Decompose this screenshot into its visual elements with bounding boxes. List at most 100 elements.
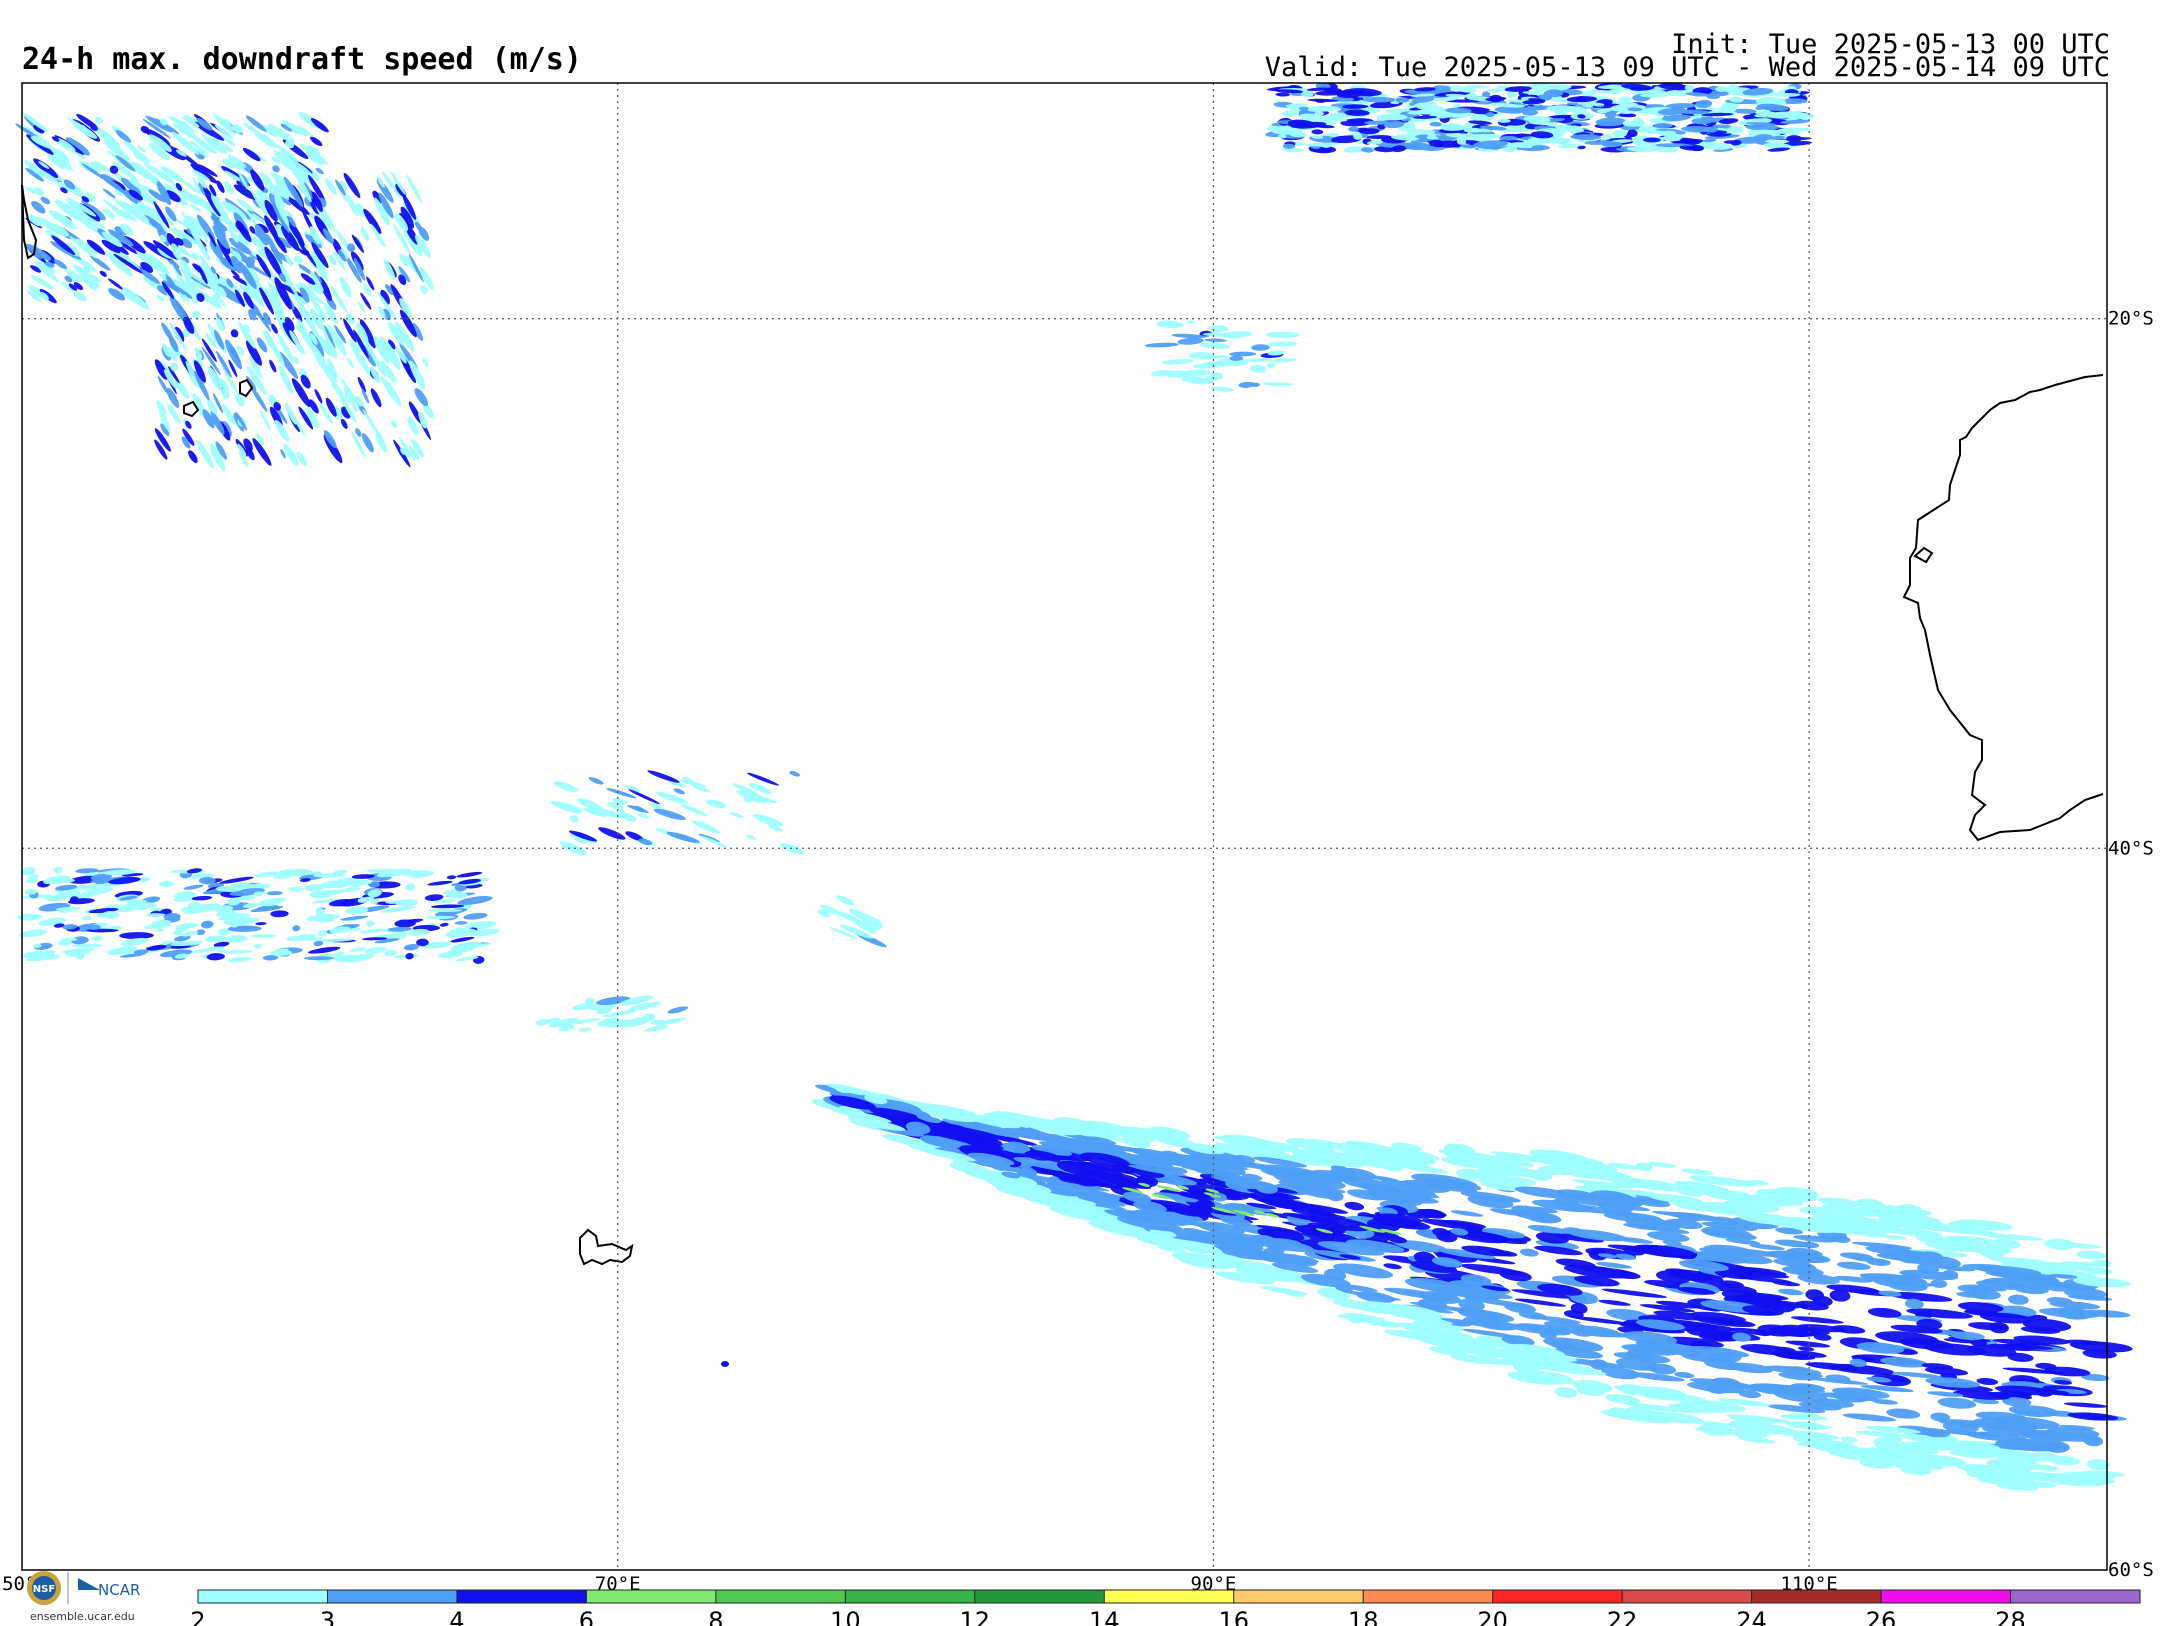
southern-band-cell — [1451, 1307, 1504, 1318]
southern-band-cell — [1651, 1211, 1715, 1220]
madagascar-cluster-cell — [260, 172, 273, 194]
northern-cluster-cell — [1577, 145, 1586, 150]
southern-band-cell — [1443, 1220, 1487, 1229]
madagascar-cluster-cell — [305, 234, 322, 249]
west-midlat-cell — [266, 891, 283, 896]
southern-band-cell — [1721, 1289, 1766, 1302]
madagascar-cluster-cell — [328, 254, 337, 266]
southern-band-cell — [1884, 1433, 1902, 1445]
madagascar-cluster-cell — [275, 178, 284, 192]
northern-cluster-cell — [1287, 122, 1301, 127]
northern-cluster-cell — [1342, 104, 1369, 109]
northern-cluster-cell — [1745, 122, 1777, 126]
southern-band-cell — [1742, 1305, 1784, 1316]
madagascar-cluster-cell — [272, 165, 280, 173]
southern-band-cell — [2040, 1281, 2076, 1292]
southern-band-cell — [1518, 1311, 1547, 1320]
madagascar-cluster-cell — [191, 252, 199, 261]
southern-band-cell — [2067, 1412, 2119, 1421]
southern-band-cell — [1097, 1193, 1120, 1202]
southern-band-cell — [1538, 1165, 1561, 1176]
southern-band-cell — [1887, 1280, 1928, 1292]
west-midlat-cell — [136, 906, 149, 911]
southern-band-cell — [1088, 1220, 1139, 1234]
graticule — [22, 83, 2107, 1570]
southern-band-cell — [1967, 1344, 2017, 1357]
northern-cluster-cell — [1562, 125, 1583, 133]
madagascar-cluster-cell — [53, 259, 68, 270]
southern-band-cell — [1957, 1284, 1992, 1294]
colorbar-tick-label: 10 — [830, 1607, 861, 1626]
southern-band-cell — [1511, 1289, 1572, 1299]
scattered-streak — [628, 789, 661, 805]
scattered-streak — [548, 1018, 579, 1028]
southern-band-cell — [1687, 1381, 1746, 1394]
southern-band-cell — [2072, 1277, 2131, 1288]
west-midlat-cell — [384, 949, 397, 957]
southern-band-cell — [1467, 1195, 1514, 1209]
southern-band-cell — [1892, 1371, 1943, 1379]
scattered-streak — [682, 776, 694, 785]
west-midlat-cell — [401, 870, 435, 877]
madagascar-cluster-cell — [38, 261, 54, 274]
northern-cluster-cell — [1488, 88, 1505, 93]
madagascar-cluster-cell — [154, 359, 168, 380]
colorbar-swatch — [456, 1590, 587, 1603]
madagascar-cluster-cell — [228, 158, 246, 172]
scattered-streak — [836, 895, 855, 906]
southern-band-cell — [1181, 1154, 1205, 1164]
southern-band-cell — [2044, 1366, 2091, 1377]
northern-cluster-cell — [1612, 129, 1628, 138]
southern-band-cell — [1504, 1302, 1537, 1314]
southern-band-cell — [1344, 1201, 1365, 1211]
west-midlat-cell — [108, 876, 141, 885]
southern-band-cell — [1501, 1335, 1535, 1346]
scattered-streak — [839, 924, 874, 939]
madagascar-cluster-cell — [268, 269, 275, 278]
southern-band-cell — [921, 1116, 941, 1124]
west-midlat-cell — [395, 899, 419, 907]
southern-band-cell — [2007, 1352, 2034, 1362]
northern-cluster-cell — [1601, 141, 1623, 148]
madagascar-cluster-cell — [207, 366, 223, 392]
west-midlat-cell — [88, 907, 119, 914]
madagascar-cluster-cell — [310, 342, 328, 373]
madagascar-cluster-cell — [235, 221, 244, 231]
madagascar-cluster-cell — [168, 347, 178, 362]
madagascar-cluster-cell — [90, 255, 111, 271]
northern-cluster-cell — [1619, 112, 1637, 118]
madagascar-cluster-cell — [385, 284, 394, 296]
northern-cluster-cell — [1661, 114, 1691, 122]
southern-band-cell — [1678, 1259, 1729, 1272]
west-midlat-cell — [318, 938, 353, 942]
west-midlat-cell — [29, 874, 39, 880]
madagascar-cluster-cell — [162, 343, 171, 358]
northern-cluster-cell — [1414, 87, 1436, 92]
west-midlat-cell — [55, 878, 76, 884]
madagascar-cluster-cell — [202, 409, 215, 429]
southern-band-cell — [1918, 1251, 1943, 1262]
northern-cluster-cell — [1786, 135, 1803, 143]
madagascar-cluster-cell — [406, 174, 422, 204]
southern-band-cell — [1535, 1231, 1570, 1244]
madagascar-cluster-cell — [196, 118, 213, 131]
madagascar-cluster-cell — [215, 318, 225, 332]
scattered-streak — [829, 927, 858, 939]
southern-band-cell — [1403, 1325, 1437, 1334]
madagascar-cluster-cell — [253, 130, 278, 148]
southern-band-cell — [989, 1160, 1011, 1171]
scattered-streak — [1218, 331, 1253, 338]
madagascar-cluster-cell — [245, 115, 267, 132]
southern-band-cell — [1968, 1322, 2008, 1331]
madagascar-cluster-cell — [179, 259, 192, 279]
northern-cluster-cell — [1684, 84, 1695, 92]
madagascar-cluster-cell — [170, 362, 179, 372]
southern-band-cell — [1360, 1301, 1426, 1313]
southern-band-cell — [1529, 1152, 1581, 1161]
madagascar-cluster-cell — [104, 251, 130, 272]
west-midlat-cell — [357, 896, 375, 901]
scattered-streak — [560, 841, 587, 856]
southern-band-cell — [2080, 1373, 2110, 1382]
madagascar-cluster-cell — [32, 135, 53, 150]
colorbar-swatch — [2010, 1590, 2141, 1603]
